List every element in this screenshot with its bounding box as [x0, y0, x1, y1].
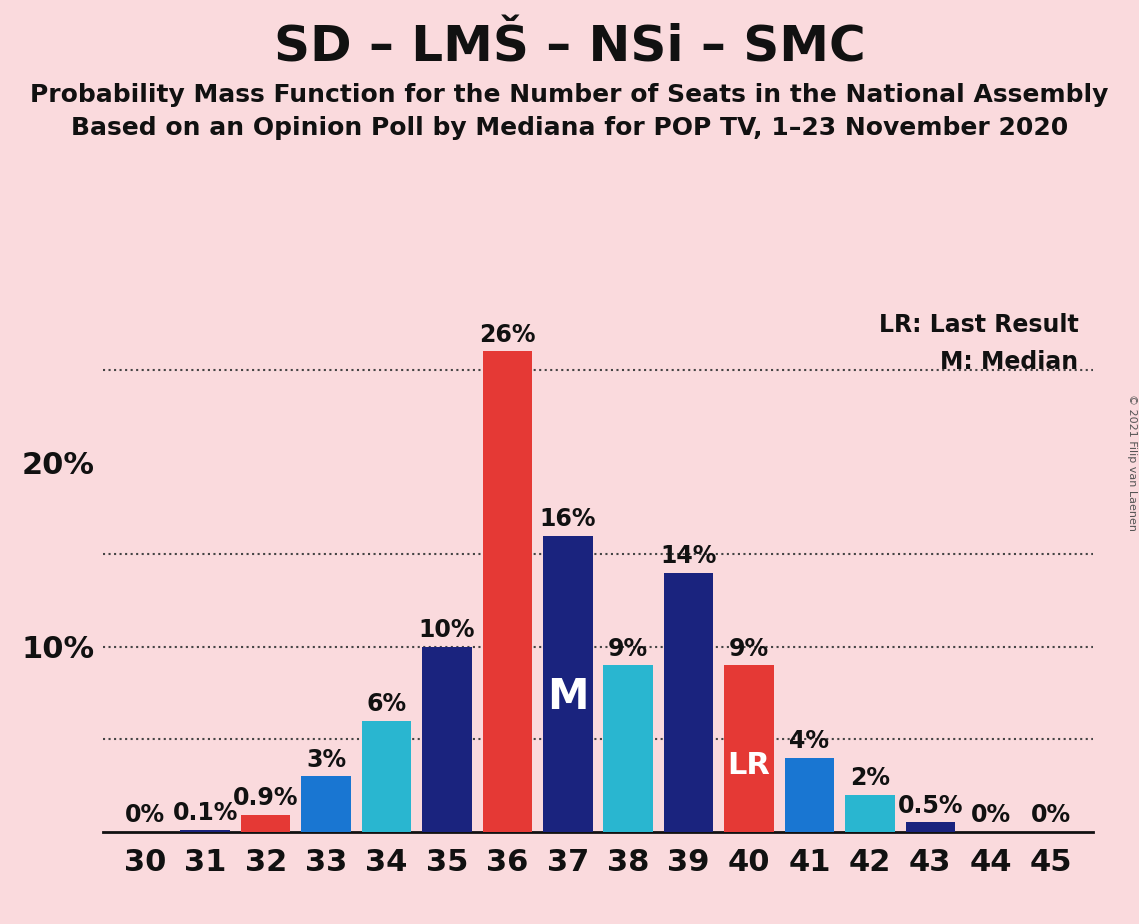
Bar [180, 830, 230, 832]
Bar [785, 758, 834, 832]
Text: 0.1%: 0.1% [172, 801, 238, 825]
Bar [423, 647, 472, 832]
Bar [362, 721, 411, 832]
Text: Probability Mass Function for the Number of Seats in the National Assembly: Probability Mass Function for the Number… [31, 83, 1108, 107]
Text: M: M [547, 676, 589, 718]
Text: 0%: 0% [1031, 803, 1071, 827]
Text: 0%: 0% [970, 803, 1010, 827]
Bar [664, 573, 713, 832]
Text: 2%: 2% [850, 766, 890, 790]
Bar [302, 776, 351, 832]
Text: M: Median: M: Median [941, 349, 1079, 373]
Bar [483, 351, 532, 832]
Text: 0.9%: 0.9% [232, 786, 298, 810]
Text: 0.5%: 0.5% [898, 794, 964, 818]
Bar [906, 822, 956, 832]
Text: Based on an Opinion Poll by Mediana for POP TV, 1–23 November 2020: Based on an Opinion Poll by Mediana for … [71, 116, 1068, 140]
Text: 0%: 0% [125, 803, 165, 827]
Text: 16%: 16% [540, 507, 596, 531]
Text: LR: Last Result: LR: Last Result [879, 313, 1079, 337]
Text: 4%: 4% [789, 729, 829, 753]
Text: 9%: 9% [729, 637, 769, 661]
Text: 9%: 9% [608, 637, 648, 661]
Text: 3%: 3% [306, 748, 346, 772]
Text: 14%: 14% [661, 544, 716, 568]
Text: LR: LR [728, 750, 770, 780]
Text: 6%: 6% [367, 692, 407, 716]
Bar [604, 665, 653, 832]
Bar [724, 665, 773, 832]
Text: 10%: 10% [419, 618, 475, 642]
Text: 26%: 26% [480, 322, 535, 346]
Bar [845, 795, 894, 832]
Bar [240, 815, 290, 832]
Bar [543, 536, 592, 832]
Text: SD – LMŠ – NSi – SMC: SD – LMŠ – NSi – SMC [273, 23, 866, 71]
Text: © 2021 Filip van Laenen: © 2021 Filip van Laenen [1126, 394, 1137, 530]
